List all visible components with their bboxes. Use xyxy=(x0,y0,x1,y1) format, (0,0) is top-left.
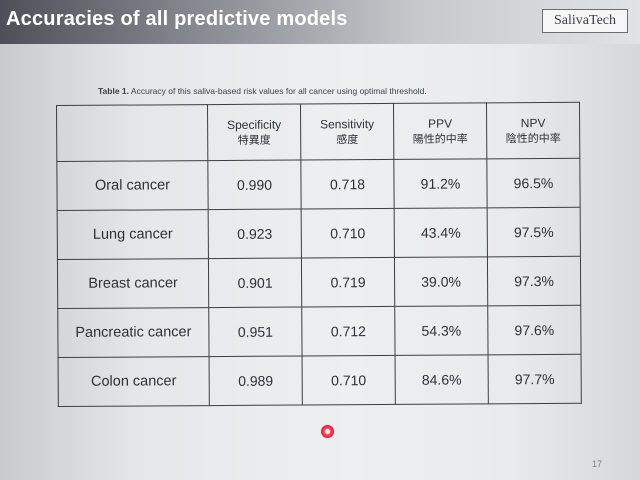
table-caption-text: Accuracy of this saliva-based risk value… xyxy=(129,86,427,96)
saliva-tech-logo: SalivaTech xyxy=(542,9,628,33)
header-label-en: NPV xyxy=(520,115,546,130)
npv-cell: 97.7% xyxy=(488,354,582,404)
header-cell-empty xyxy=(56,104,208,162)
header-cell-sensitivity: Sensitivity 感度 xyxy=(300,103,394,161)
ppv-cell: 39.0% xyxy=(394,256,488,307)
npv-cell: 96.5% xyxy=(486,158,581,208)
slide-title: Accuracies of all predictive models xyxy=(6,8,348,30)
table-row: Pancreatic cancer 0.951 0.712 54.3% 97.6… xyxy=(57,305,582,358)
page-number: 17 xyxy=(591,459,602,469)
table-caption: Table 1. Accuracy of this saliva-based r… xyxy=(98,86,427,96)
ppv-cell: 84.6% xyxy=(395,354,489,405)
sensitivity-cell: 0.712 xyxy=(301,306,396,357)
specificity-cell: 0.901 xyxy=(208,258,302,308)
sensitivity-cell: 0.719 xyxy=(301,257,395,308)
table-row: Colon cancer 0.989 0.710 84.6% 97.7% xyxy=(58,354,582,407)
sensitivity-cell: 0.710 xyxy=(301,208,395,259)
npv-cell: 97.5% xyxy=(487,207,581,257)
cancer-type-cell: Colon cancer xyxy=(58,356,210,407)
header-cell-npv: NPV 陰性的中率 xyxy=(486,102,580,159)
header-label-en: Specificity xyxy=(227,117,282,132)
table-row: Oral cancer 0.990 0.718 91.2% 96.5% xyxy=(56,158,581,211)
header-cell-specificity: Specificity 特異度 xyxy=(207,104,301,161)
specificity-cell: 0.951 xyxy=(208,307,303,357)
accuracy-table: Specificity 特異度 Sensitivity 感度 PPV 陽性的中率… xyxy=(56,102,582,407)
cancer-type-cell: Oral cancer xyxy=(56,160,209,211)
sensitivity-cell: 0.710 xyxy=(302,355,396,406)
header-label-en: Sensitivity xyxy=(320,116,375,131)
ppv-cell: 91.2% xyxy=(393,158,488,209)
cancer-type-cell: Breast cancer xyxy=(57,258,209,309)
slide-header: Accuracies of all predictive models Sali… xyxy=(0,0,640,44)
sensitivity-cell: 0.718 xyxy=(300,159,395,210)
header-label-jp: 感度 xyxy=(336,132,359,146)
specificity-cell: 0.923 xyxy=(208,209,302,259)
table-row: Lung cancer 0.923 0.710 43.4% 97.5% xyxy=(57,207,581,260)
table-caption-label: Table 1. xyxy=(98,86,130,96)
header-cell-ppv: PPV 陽性的中率 xyxy=(393,102,487,160)
cancer-type-cell: Pancreatic cancer xyxy=(57,307,210,358)
ppv-cell: 54.3% xyxy=(394,305,489,356)
header-label-jp: 陰性的中率 xyxy=(505,131,561,145)
specificity-cell: 0.990 xyxy=(207,160,302,210)
npv-cell: 97.3% xyxy=(487,256,581,306)
specificity-cell: 0.989 xyxy=(209,356,303,406)
header-label-jp: 陽性的中率 xyxy=(412,131,468,146)
header-label-jp: 特異度 xyxy=(237,133,271,147)
table-header-row: Specificity 特異度 Sensitivity 感度 PPV 陽性的中率… xyxy=(56,102,580,162)
table-row: Breast cancer 0.901 0.719 39.0% 97.3% xyxy=(57,256,581,309)
header-label-en: PPV xyxy=(428,116,453,131)
cancer-type-cell: Lung cancer xyxy=(57,209,209,260)
laser-pointer-dot-icon xyxy=(321,425,334,438)
npv-cell: 97.6% xyxy=(487,305,582,355)
ppv-cell: 43.4% xyxy=(394,207,488,258)
